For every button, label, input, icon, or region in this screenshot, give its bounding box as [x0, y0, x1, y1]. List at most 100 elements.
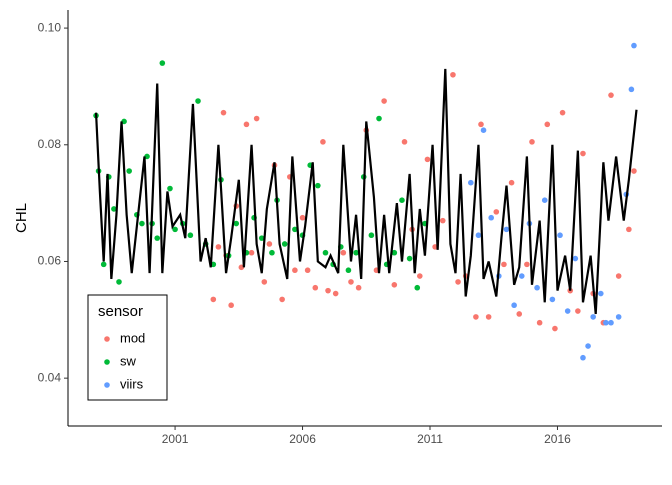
point [541, 197, 548, 204]
y-tick-label: 0.08 [38, 137, 62, 151]
point [488, 214, 494, 221]
point [269, 249, 275, 256]
x-tick-label: 2011 [417, 432, 443, 446]
point [281, 241, 288, 247]
point [628, 86, 635, 93]
point [279, 296, 285, 303]
point [626, 226, 632, 233]
point [564, 308, 571, 314]
point [187, 232, 194, 239]
point [631, 168, 637, 174]
point [467, 179, 474, 186]
point [580, 150, 586, 157]
point [615, 273, 622, 279]
point [253, 115, 260, 122]
point [557, 232, 563, 239]
point [580, 354, 586, 361]
point [608, 92, 614, 98]
point [391, 282, 398, 288]
point [220, 109, 227, 116]
point [508, 179, 515, 186]
point [139, 220, 145, 227]
point [228, 302, 234, 309]
point [332, 290, 339, 297]
point [401, 139, 408, 145]
point [292, 267, 298, 274]
point [585, 343, 591, 349]
point [322, 249, 329, 256]
point [325, 287, 331, 294]
legend-swatch [104, 359, 110, 365]
legend-swatch [104, 382, 110, 388]
point [572, 255, 579, 262]
x-tick-label: 2006 [289, 432, 316, 446]
point [501, 261, 507, 268]
point [450, 71, 456, 78]
point [536, 319, 543, 326]
point [258, 235, 265, 241]
point [154, 235, 161, 241]
point [503, 226, 510, 233]
point [248, 249, 255, 256]
point [544, 121, 551, 128]
y-tick-label: 0.06 [38, 254, 62, 268]
point [111, 206, 117, 212]
line [94, 68, 638, 315]
legend-label: sw [120, 353, 137, 368]
point [266, 241, 273, 247]
point [340, 249, 347, 256]
point [598, 290, 604, 297]
point [524, 261, 530, 268]
point [473, 314, 479, 320]
legend-label: mod [120, 330, 145, 345]
point [292, 226, 298, 233]
point [100, 261, 107, 268]
point [552, 325, 558, 332]
point [439, 217, 446, 224]
point [399, 197, 405, 204]
point [516, 311, 523, 317]
point [353, 249, 359, 256]
point [511, 302, 517, 309]
point [391, 249, 398, 256]
point [455, 279, 461, 285]
point [312, 284, 319, 291]
point [172, 226, 178, 233]
point [345, 267, 352, 274]
point [424, 156, 431, 163]
point [315, 182, 321, 189]
y-axis-label: CHL [13, 203, 30, 233]
point [414, 284, 421, 291]
point [549, 296, 556, 303]
legend-box [87, 294, 168, 401]
point [559, 109, 566, 116]
point [417, 273, 423, 279]
point [126, 168, 132, 174]
point [368, 232, 375, 239]
point [590, 314, 596, 320]
point [195, 98, 201, 104]
point [261, 279, 268, 285]
point [167, 185, 173, 192]
point [493, 209, 500, 215]
point [608, 319, 614, 326]
point [529, 139, 535, 145]
point [406, 255, 413, 262]
y-tick-label: 0.10 [38, 20, 62, 34]
point [348, 279, 354, 285]
legend-label: viirs [120, 376, 144, 391]
point [376, 115, 382, 122]
point [215, 244, 222, 250]
point [243, 121, 250, 128]
point [475, 232, 482, 239]
x-tick-label: 2016 [544, 432, 571, 446]
point [299, 214, 306, 221]
point [355, 284, 362, 291]
legend-swatch [104, 336, 110, 342]
point [233, 220, 240, 227]
point [320, 139, 326, 145]
point [518, 273, 525, 279]
point [534, 284, 540, 291]
